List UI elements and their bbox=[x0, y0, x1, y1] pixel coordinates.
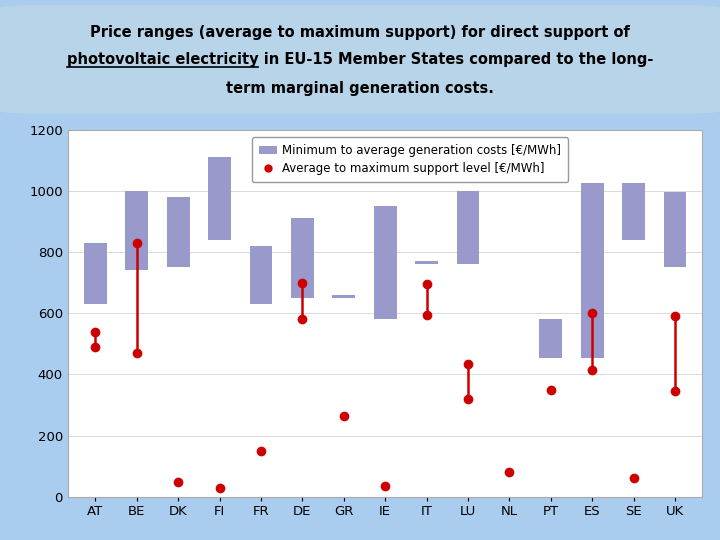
Bar bbox=[333, 295, 355, 298]
Bar bbox=[456, 191, 480, 264]
Bar bbox=[415, 261, 438, 264]
Bar bbox=[84, 243, 107, 304]
FancyBboxPatch shape bbox=[0, 6, 720, 113]
Bar bbox=[664, 192, 686, 267]
Bar bbox=[167, 197, 189, 267]
Text: Price ranges (average to maximum support) for direct support of: Price ranges (average to maximum support… bbox=[90, 25, 630, 39]
Bar bbox=[581, 183, 603, 357]
Bar bbox=[125, 191, 148, 271]
Bar bbox=[208, 157, 231, 240]
Bar bbox=[539, 319, 562, 357]
Bar bbox=[374, 206, 397, 319]
Bar bbox=[622, 183, 645, 240]
Bar bbox=[250, 246, 272, 304]
Text: term marginal generation costs.: term marginal generation costs. bbox=[226, 81, 494, 96]
Text: photovoltaic electricity in EU-15 Member States compared to the long-: photovoltaic electricity in EU-15 Member… bbox=[67, 52, 653, 67]
Legend: Minimum to average generation costs [€/MWh], Average to maximum support level [€: Minimum to average generation costs [€/M… bbox=[252, 137, 569, 182]
Bar bbox=[291, 218, 314, 298]
